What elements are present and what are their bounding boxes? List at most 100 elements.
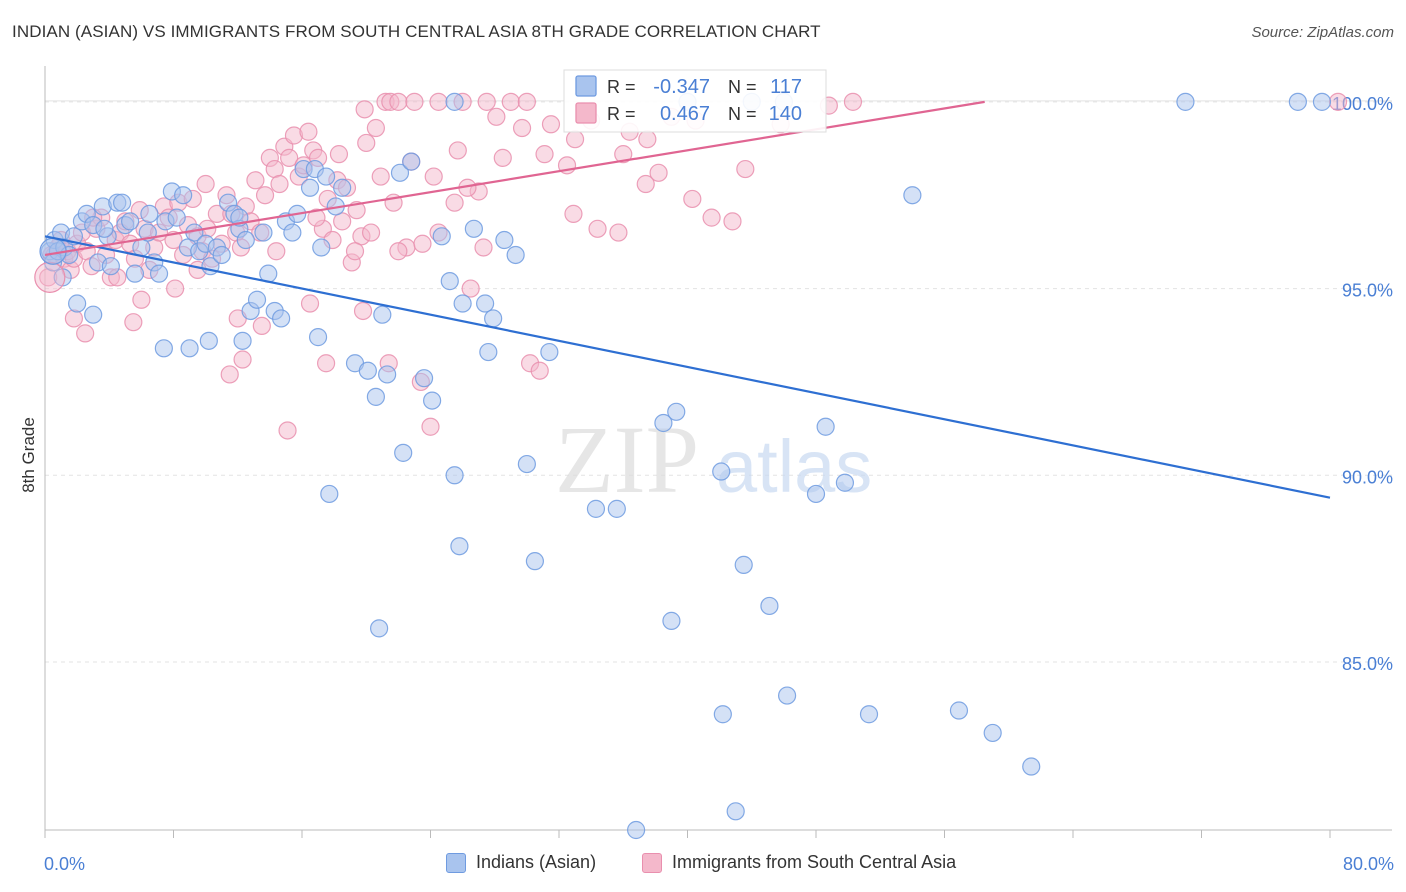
indians-asian-point: [712, 462, 731, 481]
indians-asian-point: [453, 294, 472, 313]
indians-asian-point: [180, 339, 199, 358]
indians-asian-point: [859, 705, 879, 724]
immigrants-point: [366, 118, 385, 138]
indians-asian-point: [320, 484, 339, 504]
indians-asian-point: [484, 309, 503, 328]
indians-asian-point: [68, 294, 87, 313]
stats-n-label: N =: [728, 77, 757, 97]
indians-asian-point: [816, 417, 835, 436]
immigrants-point: [64, 309, 84, 328]
watermark: ZIP atlas: [555, 406, 872, 513]
immigrants-point: [246, 171, 265, 190]
immigrants-point: [723, 212, 742, 231]
immigrants-point: [843, 92, 863, 111]
indians-asian-trend-line: [44, 235, 1331, 499]
indians-asian-point: [233, 331, 252, 350]
immigrants-point: [413, 234, 432, 253]
indians-asian-point: [140, 204, 159, 223]
indians-asian-point: [760, 596, 779, 616]
indians-asian-point: [1312, 92, 1332, 111]
indians-asian-point: [495, 230, 514, 250]
stats-swatch: [575, 102, 597, 124]
indians-asian-point: [1022, 757, 1041, 776]
immigrants-point: [429, 92, 448, 111]
indians-asian-point: [440, 272, 459, 291]
immigrants-point: [493, 148, 512, 167]
y-axis-label: 8th Grade: [19, 417, 38, 493]
immigrants-point: [389, 242, 408, 261]
immigrants-point: [565, 130, 585, 149]
axes: 100.0% 95.0% 90.0% 85.0% 0.0% 80.0% 8th Grade: [19, 66, 1394, 874]
indians-asian-point: [479, 342, 498, 362]
immigrants-point: [477, 92, 496, 111]
indians-asian-point: [903, 186, 922, 205]
indians-asian-point: [149, 264, 169, 283]
immigrants-point: [501, 92, 520, 111]
immigrants-trend-line: [44, 100, 985, 257]
immigrants-point: [255, 186, 275, 205]
immigrants-point: [421, 417, 440, 436]
indians-asian-point: [432, 227, 451, 246]
stats-r-label: R =: [607, 104, 636, 124]
indians-asian-point: [121, 212, 140, 231]
indians-asian-point: [312, 238, 331, 257]
immigrants-point: [636, 174, 655, 194]
indians-asian-point: [378, 365, 397, 384]
stats-n-value: 117: [770, 76, 802, 98]
indians-asian-point: [370, 619, 389, 638]
indians-asian-point: [174, 186, 193, 205]
stats-swatch: [575, 75, 597, 97]
indians-asian-point: [450, 537, 469, 556]
indians-asian-point: [806, 484, 826, 504]
indians-asian-point: [254, 223, 273, 242]
stats-legend: R = -0.347 N = 117 R = 0.467 N = 140: [563, 69, 827, 133]
indians-asian-point: [84, 305, 103, 324]
immigrants-point: [487, 107, 506, 126]
stats-n-label: N =: [728, 104, 757, 124]
indians-asian-point: [414, 369, 434, 388]
x-tick-label-right: 80.0%: [1343, 854, 1394, 874]
indians-asian-point: [726, 802, 745, 821]
indians-asian-point: [112, 193, 132, 212]
indians-asian-point: [1288, 92, 1307, 111]
immigrants-point: [316, 354, 336, 373]
indians-asian-point: [1176, 92, 1195, 111]
indians-asian-point: [167, 208, 186, 227]
legend-item-indians-asian[interactable]: Indians (Asian): [446, 852, 596, 873]
immigrants-point: [220, 365, 239, 384]
stats-r-label: R =: [607, 77, 636, 97]
indians-asian-point: [626, 820, 646, 840]
immigrants-point: [196, 174, 215, 194]
indians-asian-point: [154, 339, 173, 358]
indians-asian-point: [607, 499, 626, 518]
immigrants-point: [564, 204, 583, 223]
indians-asian-point: [423, 391, 442, 410]
legend-item-immigrants-south-central-asia[interactable]: Immigrants from South Central Asia: [642, 852, 956, 873]
immigrants-point: [124, 313, 143, 332]
legend-swatch-blue: [446, 852, 466, 873]
indians-asian-point: [540, 342, 559, 362]
indians-asian-point: [390, 163, 410, 182]
immigrants-point: [299, 122, 318, 141]
immigrants-point: [76, 324, 95, 343]
indians-asian-point: [654, 413, 673, 433]
immigrants-point: [424, 167, 443, 186]
indians-asian-point: [835, 473, 855, 492]
immigrants-point: [461, 279, 480, 298]
indians-asian-point: [506, 245, 525, 265]
immigrants-point: [530, 361, 549, 380]
immigrants-point: [252, 316, 271, 336]
indians-asian-point: [308, 328, 328, 347]
immigrants-point: [34, 261, 66, 293]
indians-asian-point: [95, 219, 114, 238]
indians-asian-point: [366, 387, 385, 406]
immigrants-point: [702, 208, 721, 227]
immigrants-point: [300, 294, 320, 313]
indians-asian-point: [949, 701, 969, 720]
indians-asian-point: [525, 552, 545, 571]
immigrants-point: [233, 350, 252, 369]
indians-asian-point: [272, 309, 291, 328]
watermark-atlas: atlas: [716, 425, 872, 508]
immigrants-point: [278, 421, 297, 440]
immigrants-point: [345, 242, 365, 261]
